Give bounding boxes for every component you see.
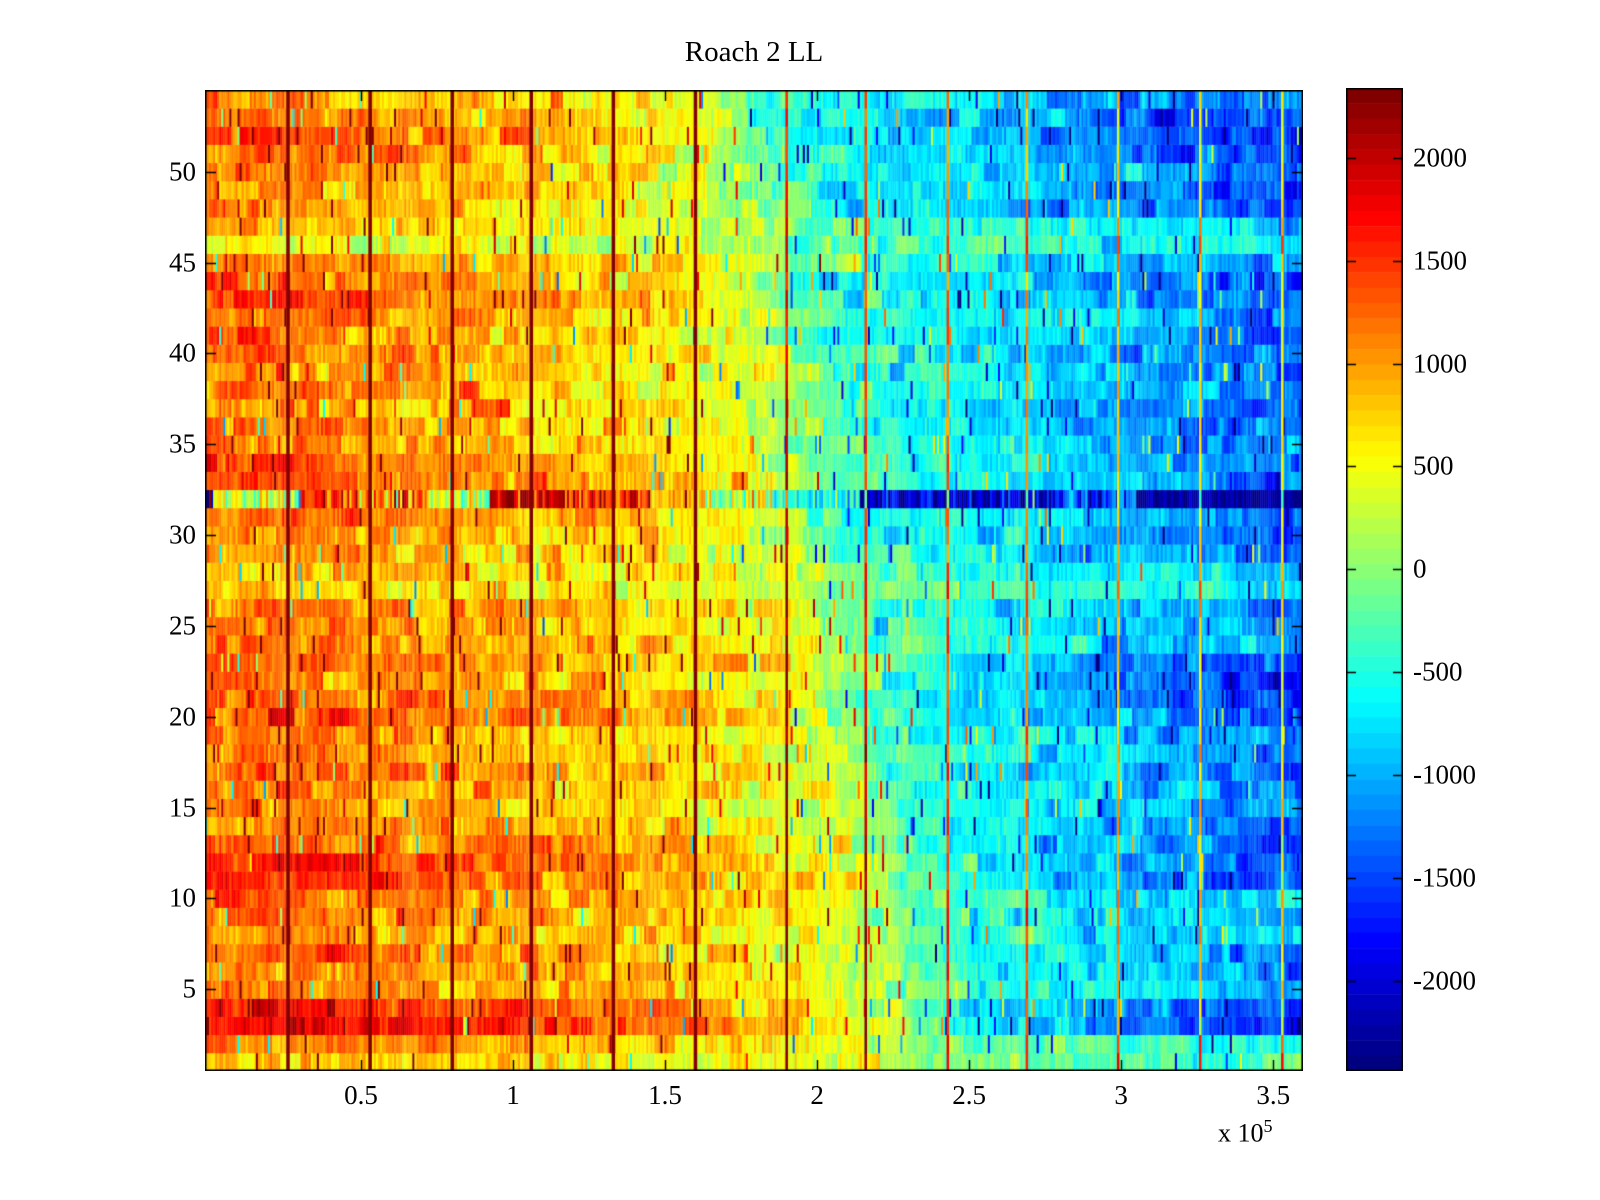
- y-tick-label: 50: [169, 156, 196, 187]
- colorbar-tick-label: -1500: [1413, 862, 1476, 893]
- y-tick-label: 5: [182, 973, 197, 1004]
- x-tick-label: 3.5: [1256, 1080, 1291, 1110]
- colorbar: [1346, 88, 1403, 1071]
- plot-title: Roach 2 LL: [684, 36, 824, 68]
- colorbar-tick-label: -500: [1413, 656, 1463, 687]
- colorbar-tick-label: 500: [1413, 450, 1454, 481]
- x-tick-label: 1.5: [648, 1080, 682, 1110]
- y-tick-label: 45: [169, 247, 196, 278]
- colorbar-tick-label: -2000: [1413, 965, 1476, 995]
- y-tick-label: 10: [169, 882, 196, 913]
- x-tick-label: 2.5: [952, 1080, 986, 1110]
- colorbar-tick-label: 0: [1413, 553, 1427, 584]
- colorbar-tick-label: -1000: [1413, 759, 1476, 790]
- heatmap-plot-area: [205, 90, 1303, 1071]
- x-tick-label: 0.5: [344, 1080, 378, 1110]
- colorbar-tick-label: 1000: [1413, 348, 1467, 379]
- y-tick-label: 35: [169, 428, 196, 459]
- x-axis-exponent-label: x 105: [1218, 1116, 1273, 1149]
- colorbar-tick-label: 2000: [1413, 142, 1467, 173]
- colorbar-tick-label: 1500: [1413, 245, 1467, 276]
- y-tick-label: 25: [169, 610, 196, 641]
- y-tick-label: 40: [169, 337, 196, 368]
- x-axis-multiplier: x 10: [1218, 1118, 1264, 1148]
- x-tick-label: 1: [506, 1080, 520, 1110]
- x-axis-exponent: 5: [1263, 1116, 1273, 1136]
- x-tick-label: 2: [810, 1080, 824, 1110]
- x-tick-label: 3: [1114, 1080, 1128, 1110]
- y-tick-label: 30: [169, 519, 196, 550]
- y-tick-label: 20: [169, 701, 196, 732]
- y-tick-label: 15: [169, 792, 196, 823]
